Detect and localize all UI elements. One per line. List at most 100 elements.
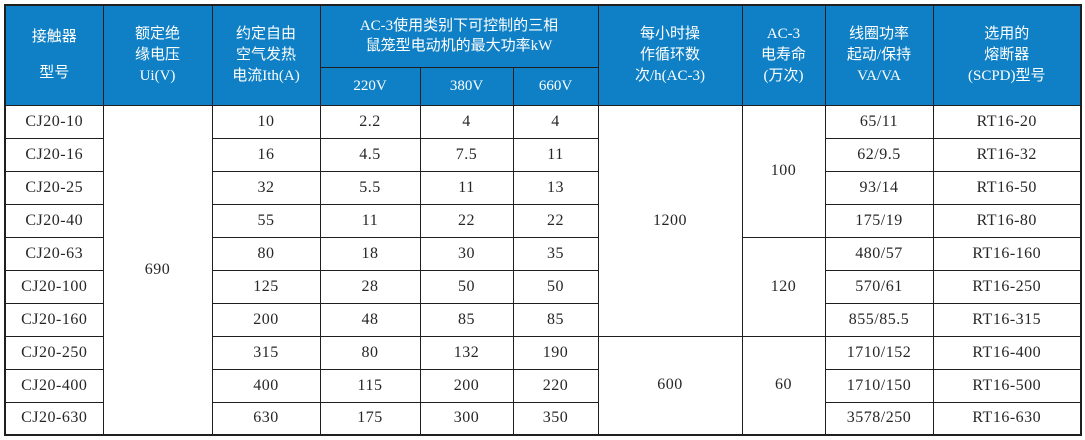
p380-cell: 11 (419, 170, 514, 205)
model-cell: CJ20-630 (4, 401, 104, 436)
p660-cell: 4 (512, 104, 599, 139)
table-row: CJ20-10 690 10 2.2 4 4 1200 100 65/11 RT… (4, 104, 1082, 436)
table-row: CJ20-25 32 5.5 11 13 93/14 RT16-50 (4, 170, 1082, 205)
model-cell: CJ20-25 (4, 170, 104, 205)
model-cell: CJ20-400 (4, 368, 104, 403)
p380-cell: 30 (419, 236, 514, 271)
col-header-660v: 660V (512, 66, 599, 106)
ith-cell: 55 (211, 203, 321, 238)
col-header-220v: 220V (319, 66, 421, 106)
model-cell: CJ20-160 (4, 302, 104, 337)
table-row: CJ20-16 16 4.5 7.5 11 62/9.5 RT16-32 (4, 137, 1082, 172)
p660-cell: 22 (512, 203, 599, 238)
fuse-cell: RT16-250 (932, 269, 1082, 304)
table-row: CJ20-100 125 28 50 50 570/61 RT16-250 (4, 269, 1082, 304)
p380-cell: 300 (419, 401, 514, 436)
ith-cell: 630 (211, 401, 321, 436)
ith-cell: 400 (211, 368, 321, 403)
model-cell: CJ20-63 (4, 236, 104, 271)
life-cell: 100 (741, 104, 826, 238)
fuse-cell: RT16-160 (932, 236, 1082, 271)
p660-cell: 220 (512, 368, 599, 403)
ith-cell: 16 (211, 137, 321, 172)
p380-cell: 132 (419, 335, 514, 370)
col-header-model: 接触器 型号 (4, 4, 104, 106)
coil-cell: 62/9.5 (824, 137, 934, 172)
coil-cell: 1710/152 (824, 335, 934, 370)
p380-cell: 22 (419, 203, 514, 238)
p660-cell: 35 (512, 236, 599, 271)
ith-cell: 315 (211, 335, 321, 370)
p220-cell: 4.5 (319, 137, 421, 172)
p220-cell: 11 (319, 203, 421, 238)
fuse-cell: RT16-20 (932, 104, 1082, 139)
coil-cell: 570/61 (824, 269, 934, 304)
p220-cell: 18 (319, 236, 421, 271)
model-cell: CJ20-10 (4, 104, 104, 139)
ith-cell: 125 (211, 269, 321, 304)
model-cell: CJ20-100 (4, 269, 104, 304)
p220-cell: 115 (319, 368, 421, 403)
coil-cell: 65/11 (824, 104, 934, 139)
fuse-cell: RT16-400 (932, 335, 1082, 370)
fuse-cell: RT16-630 (932, 401, 1082, 436)
col-header-fuse: 选用的 熔断器 (SCPD)型号 (932, 4, 1082, 106)
col-header-ac3-life: AC-3 电寿命 (万次) (741, 4, 826, 106)
col-header-model-line1: 接触器 (31, 29, 77, 46)
coil-cell: 3578/250 (824, 401, 934, 436)
col-header-model-line2: 型号 (39, 65, 70, 82)
table-row: CJ20-630 630 175 300 350 3578/250 RT16-6… (4, 401, 1082, 436)
coil-cell: 855/85.5 (824, 302, 934, 337)
p220-cell: 80 (319, 335, 421, 370)
cycles-cell: 600 (597, 335, 743, 436)
life-cell: 120 (741, 236, 826, 337)
p380-cell: 50 (419, 269, 514, 304)
life-cell: 60 (741, 335, 826, 436)
fuse-cell: RT16-500 (932, 368, 1082, 403)
col-header-ac3-power-group: AC-3使用类别下可控制的三相 鼠笼型电动机的最大功率kW (319, 4, 599, 68)
table-row: CJ20-250 315 80 132 190 600 60 1710/152 … (4, 335, 1082, 436)
ith-cell: 32 (211, 170, 321, 205)
coil-cell: 1710/150 (824, 368, 934, 403)
col-header-insulation-voltage: 额定绝 缘电压 Ui(V) (102, 4, 213, 106)
p380-cell: 200 (419, 368, 514, 403)
cycles-cell: 1200 (597, 104, 743, 337)
model-cell: CJ20-40 (4, 203, 104, 238)
fuse-cell: RT16-315 (932, 302, 1082, 337)
p660-cell: 11 (512, 137, 599, 172)
p220-cell: 175 (319, 401, 421, 436)
p660-cell: 190 (512, 335, 599, 370)
p220-cell: 48 (319, 302, 421, 337)
col-header-380v: 380V (419, 66, 514, 106)
contactor-spec-table: 接触器 型号 额定绝 缘电压 Ui(V) 约定自由 空气发热 电流Ith(A) (4, 4, 1082, 436)
p380-cell: 85 (419, 302, 514, 337)
fuse-cell: RT16-50 (932, 170, 1082, 205)
p220-cell: 28 (319, 269, 421, 304)
header-row-sub: 220V 380V 660V (5, 66, 1081, 106)
coil-cell: 480/57 (824, 236, 934, 271)
p660-cell: 85 (512, 302, 599, 337)
table-row: CJ20-63 80 18 30 35 120 480/57 RT16-160 (4, 236, 1082, 337)
ith-cell: 10 (211, 104, 321, 139)
p380-cell: 7.5 (419, 137, 514, 172)
table-row: CJ20-400 400 115 200 220 1710/150 RT16-5… (4, 368, 1082, 403)
col-header-cycles-per-hour: 每小时操 作循环数 次/h(AC-3) (597, 4, 743, 106)
coil-cell: 175/19 (824, 203, 934, 238)
p220-cell: 2.2 (319, 104, 421, 139)
coil-cell: 93/14 (824, 170, 934, 205)
p220-cell: 5.5 (319, 170, 421, 205)
p380-cell: 4 (419, 104, 514, 139)
ith-cell: 200 (211, 302, 321, 337)
p660-cell: 13 (512, 170, 599, 205)
ui-voltage-cell: 690 (102, 104, 213, 436)
p660-cell: 350 (512, 401, 599, 436)
col-header-coil-power: 线圈功率 起动/保持 VA/VA (824, 4, 934, 106)
header-row-main: 接触器 型号 额定绝 缘电压 Ui(V) 约定自由 空气发热 电流Ith(A) (4, 4, 1082, 106)
fuse-cell: RT16-32 (932, 137, 1082, 172)
table-row: CJ20-40 55 11 22 22 175/19 RT16-80 (4, 203, 1082, 238)
p660-cell: 50 (512, 269, 599, 304)
col-header-thermal-current: 约定自由 空气发热 电流Ith(A) (211, 4, 321, 106)
ith-cell: 80 (211, 236, 321, 271)
model-cell: CJ20-250 (4, 335, 104, 370)
